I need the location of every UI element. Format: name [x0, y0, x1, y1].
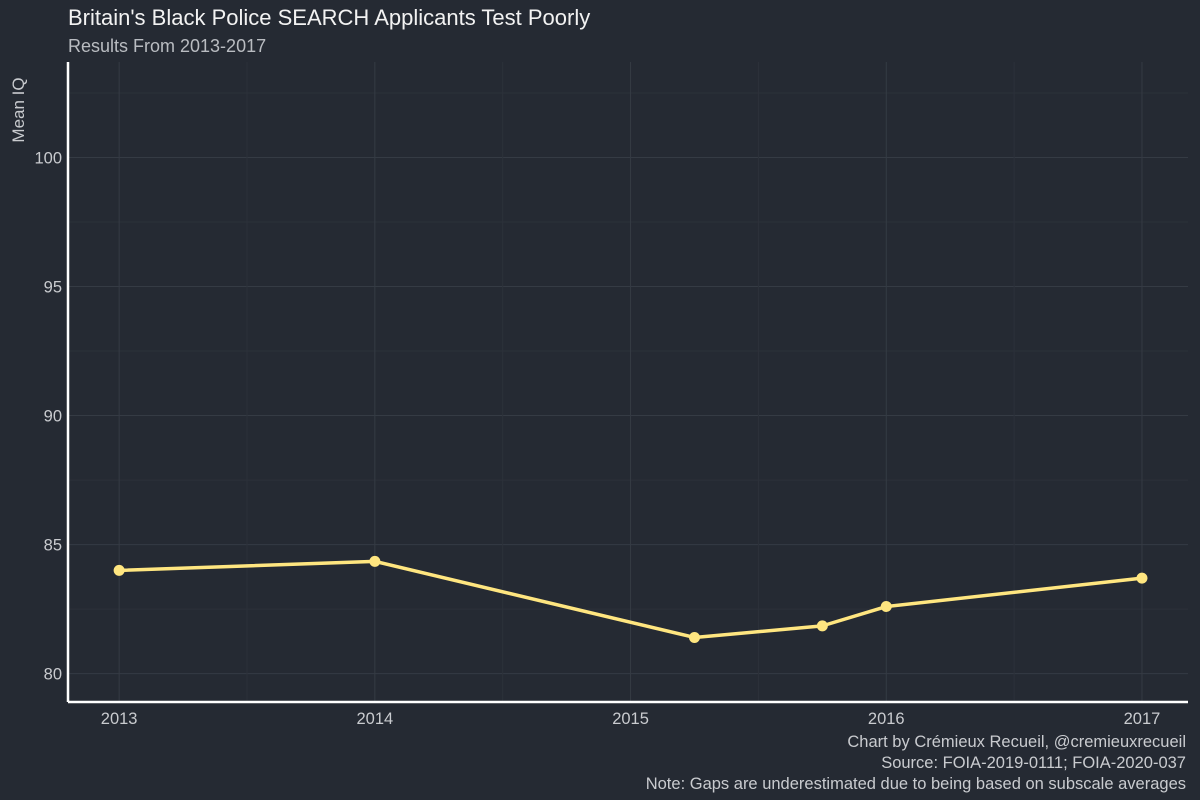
series-line [119, 559, 1143, 640]
chart-title: Britain's Black Police SEARCH Applicants… [68, 5, 591, 30]
y-tick-label: 80 [44, 666, 62, 684]
y-tick-label: 95 [44, 279, 62, 297]
data-point [688, 631, 700, 643]
y-tick-label: 85 [44, 537, 62, 555]
data-point [880, 601, 892, 613]
y-tick-label: 100 [34, 149, 62, 167]
chart-subtitle: Results From 2013-2017 [68, 36, 267, 56]
x-tick-label: 2016 [868, 710, 905, 728]
caption-note: Note: Gaps are underestimated due to bei… [645, 775, 1186, 793]
caption-source: Source: FOIA-2019-0111; FOIA-2020-037 [881, 754, 1186, 772]
data-point [1136, 572, 1148, 584]
caption-credit: Chart by Crémieux Recueil, @cremieuxrecu… [847, 733, 1186, 751]
data-point [369, 555, 381, 567]
data-point [113, 564, 125, 576]
data-point [816, 620, 828, 632]
x-tick-label: 2015 [612, 710, 649, 728]
x-tick-label: 2013 [101, 710, 138, 728]
y-tick-label: 90 [44, 408, 62, 426]
x-tick-label: 2017 [1124, 710, 1161, 728]
x-tick-label: 2014 [356, 710, 393, 728]
y-axis-label: Mean IQ [9, 77, 28, 142]
